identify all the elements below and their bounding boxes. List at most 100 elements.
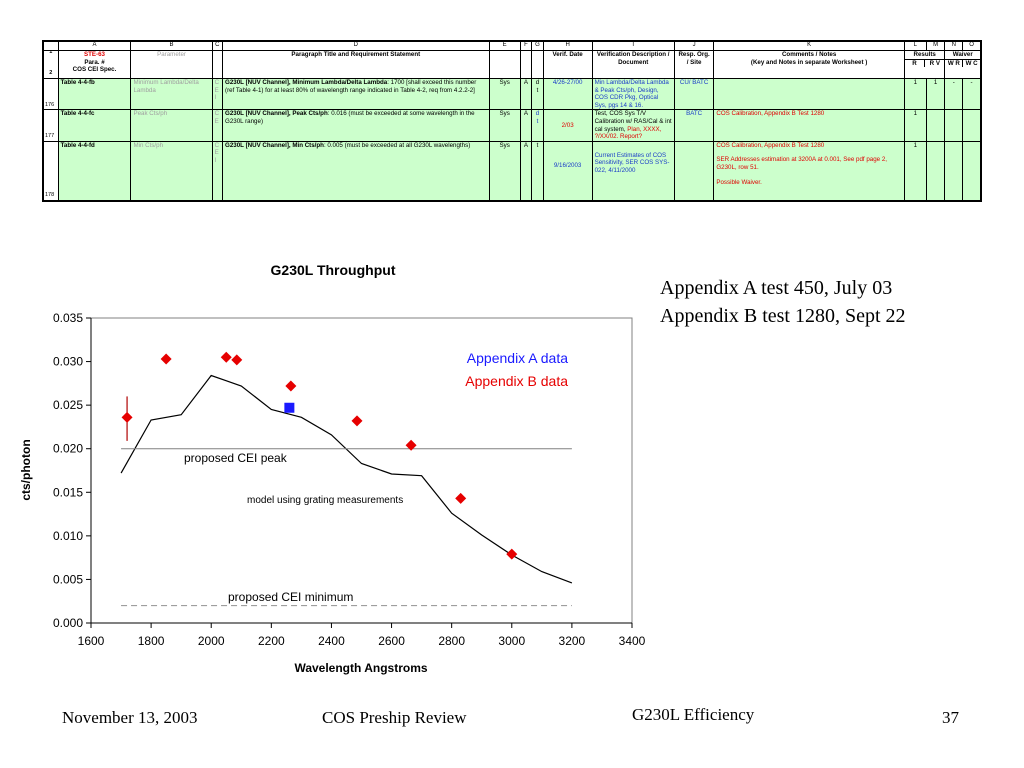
appendix-b-point (405, 439, 417, 451)
comment-line: COS Calibration, Appendix B Test 1280 (716, 141, 825, 149)
header-n: W R (946, 59, 964, 68)
requirement-title: G230L [NUV Channel], Min Cts/ph (225, 141, 324, 149)
cell-m[interactable] (925, 140, 946, 202)
cell-l[interactable]: 1 (903, 109, 927, 142)
cell-c[interactable]: C E (211, 109, 224, 142)
cell-comments[interactable] (713, 77, 905, 111)
cell-requirement[interactable]: G230L [NUV Channel], Minimum Lambda/Delt… (222, 77, 490, 111)
data-markers (121, 351, 518, 560)
header-para-num: Para. # (84, 58, 105, 66)
header-para[interactable]: STE-63 Para. # COS CEI Spec. (57, 50, 132, 79)
cell-verif-date[interactable]: 4/26-27/00 (542, 77, 593, 111)
cell-para[interactable]: Table 4-4-fd (57, 140, 132, 202)
row-number[interactable]: 178 (43, 140, 59, 202)
footer-topic: G230L Efficiency (632, 705, 755, 724)
requirement-text: : 0.005 (must be exceeded at all G230L w… (323, 141, 471, 149)
table-row: 178 Table 4-4-fd Min Cts/ph C E I G230L … (43, 140, 981, 202)
row-number[interactable]: 177 (43, 109, 59, 142)
comment-line: SER Addresses estimation at 3200A at 0.0… (716, 156, 887, 171)
header-comments-key: (Key and Notes in separate Worksheet ) (750, 58, 868, 66)
cell-para[interactable]: Table 4-4-fc (57, 109, 132, 142)
x-tick-label: 2800 (438, 634, 465, 648)
cell-o[interactable] (962, 109, 981, 142)
header-results[interactable]: Results R R V (903, 50, 946, 79)
header-requirement[interactable]: Paragraph Title and Requirement Statemen… (222, 50, 490, 79)
cell-m[interactable]: 1 (925, 77, 946, 111)
cell-verification[interactable]: Test, COS Sys T/V Calibration w/ RAS/Cal… (591, 109, 675, 142)
chart-title: G230L Throughput (271, 262, 396, 278)
header-m: R V (929, 59, 940, 67)
y-tick-label: 0.030 (53, 355, 83, 369)
x-tick-label: 1600 (78, 634, 105, 648)
x-tick-label: 2200 (258, 634, 285, 648)
annotation-peak: proposed CEI peak (184, 451, 288, 465)
header-row: 1 2 STE-63 Para. # COS CEI Spec. Paramet… (43, 50, 981, 79)
x-tick-label: 3200 (559, 634, 586, 648)
cell-resp-org[interactable]: BATC (673, 109, 715, 142)
cell-g[interactable]: t (531, 140, 544, 202)
header-verif-date[interactable]: Verif. Date (542, 50, 593, 79)
header-e[interactable] (488, 50, 521, 79)
x-tick-label: 2000 (198, 634, 225, 648)
cell-l[interactable]: 1 (903, 140, 927, 202)
cell-comments[interactable]: COS Calibration, Appendix B Test 1280 (713, 109, 905, 142)
cell-comments[interactable]: COS Calibration, Appendix B Test 1280 SE… (713, 140, 905, 202)
cell-para[interactable]: Table 4-4-fb (57, 77, 132, 111)
x-axis-label: Wavelength Angstroms (294, 661, 427, 675)
cell-verification[interactable]: Current Estimates of COS Sensitivity, SE… (591, 140, 675, 202)
cell-e[interactable]: Sys (488, 140, 521, 202)
cell-parameter[interactable]: Min Cts/ph (130, 140, 213, 202)
y-tick-label: 0.005 (53, 572, 83, 586)
header-o: W C (965, 59, 978, 67)
cell-m[interactable] (925, 109, 946, 142)
header-comments-title: Comments / Notes (781, 51, 837, 59)
header-comments[interactable]: Comments / Notes (Key and Notes in separ… (713, 50, 905, 79)
requirement-title: G230L [NUV Channel], Peak Cts/ph (225, 110, 328, 118)
cell-requirement[interactable]: G230L [NUV Channel], Min Cts/ph: 0.005 (… (222, 140, 490, 202)
footer-date: November 13, 2003 (62, 708, 198, 727)
header-waiver[interactable]: Waiver W R W C (944, 50, 981, 79)
cell-verif-date[interactable]: 2/03 (542, 109, 593, 142)
x-tick-label: 3400 (619, 634, 646, 648)
cell-c[interactable]: C E I (211, 140, 224, 202)
header-ste: STE-63 (84, 51, 105, 59)
appendix-b-point (121, 411, 133, 423)
annotation-minimum: proposed CEI minimum (228, 590, 353, 604)
y-tick-label: 0.020 (53, 442, 83, 456)
cell-resp-org[interactable]: CU/ BATC (673, 77, 715, 111)
cell-requirement[interactable]: G230L [NUV Channel], Peak Cts/ph: 0.016 … (222, 109, 490, 142)
y-axis: 0.000 0.005 0.010 0.015 0.020 0.025 0.030 0.035 (53, 311, 92, 630)
x-tick-label: 2400 (318, 634, 345, 648)
appendix-b-point (351, 415, 363, 427)
table-row: 177 Table 4-4-fc Peak Cts/ph C E G230L [… (43, 109, 981, 142)
verification-text: Test, COS Sys T/V Calibration w/ RAS/Cal… (594, 110, 672, 133)
header-parameter[interactable]: Parameter (130, 50, 213, 79)
cell-verification[interactable]: Min Lambda/Delta Lambda & Peak Cts/ph, D… (591, 77, 675, 111)
cell-e[interactable]: Sys (488, 109, 521, 142)
y-tick-label: 0.010 (53, 529, 83, 543)
appendix-b-point (231, 354, 243, 366)
footer-event: COS Preship Review (322, 708, 467, 727)
cell-n[interactable] (944, 140, 964, 202)
header-cos-cei-spec: COS CEI Spec. (72, 66, 117, 74)
cell-o[interactable] (962, 140, 981, 202)
x-axis: 1600 1800 2000 2200 2400 2600 2800 3000 3200 3400 (78, 622, 646, 648)
cell-parameter[interactable]: Minimum Lambda/Delta Lambda (130, 77, 213, 111)
legend-appendix-b: Appendix B data (465, 373, 568, 389)
y-tick-label: 0.035 (53, 311, 83, 325)
y-tick-label: 0.015 (53, 485, 83, 499)
annotation-model: model using grating measurements (247, 495, 403, 506)
x-tick-label: 2600 (378, 634, 405, 648)
table-row: 176 Table 4-4-fb Minimum Lambda/Delta La… (43, 77, 981, 111)
row-number[interactable]: 176 (43, 77, 59, 111)
appendix-b-point (160, 353, 172, 365)
appendix-b-point (220, 351, 232, 363)
cell-verif-date[interactable]: 9/16/2003 (542, 140, 593, 202)
plot-lines (120, 374, 573, 607)
cell-g[interactable]: d t (531, 109, 544, 142)
cell-n[interactable]: - (944, 77, 964, 111)
cell-o[interactable]: - (962, 77, 981, 111)
header-waiver-label: Waiver (945, 52, 980, 60)
row-number-1: 1 (49, 50, 53, 55)
